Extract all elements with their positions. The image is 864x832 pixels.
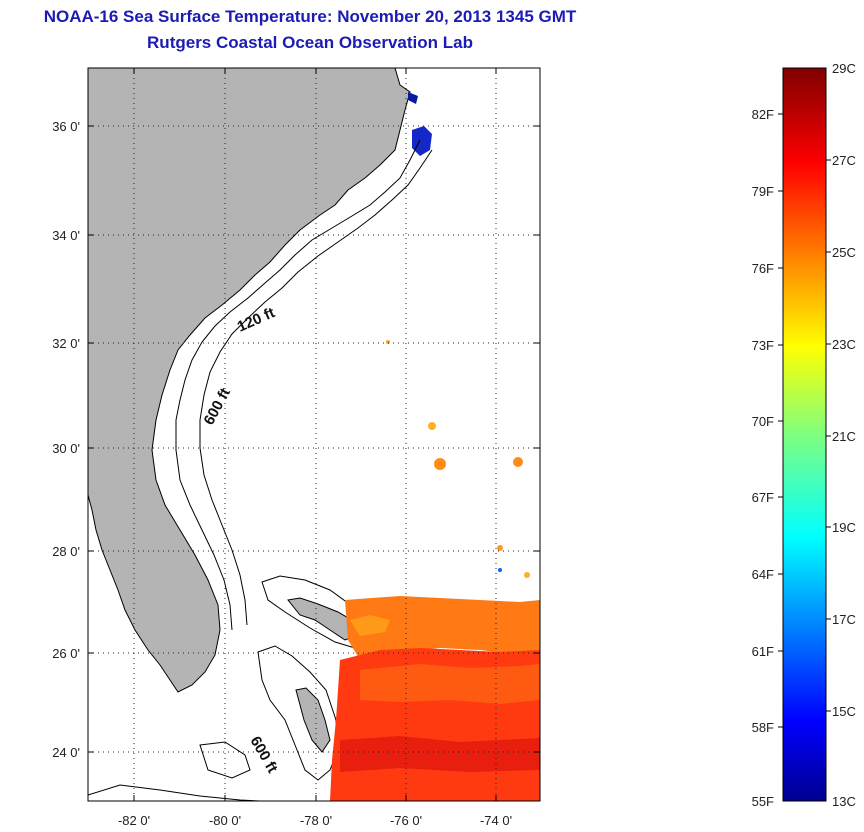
cbar-c-27: 27C xyxy=(832,153,856,168)
lat-lon-grid xyxy=(88,68,540,801)
cbar-c-17: 17C xyxy=(832,612,856,627)
cbar-f-70: 70F xyxy=(752,414,774,429)
cbar-f-76: 76F xyxy=(752,261,774,276)
outer-banks-cold-water xyxy=(408,92,418,104)
title-block: NOAA-16 Sea Surface Temperature: Novembe… xyxy=(0,4,620,56)
colorbar: 82F 79F 76F 73F 70F 67F 64F 61F 58F 55F … xyxy=(752,61,856,809)
cbar-f-82: 82F xyxy=(752,107,774,122)
cbar-f-67: 67F xyxy=(752,490,774,505)
lat-label-24: 24 0' xyxy=(52,745,80,760)
cbar-c-23: 23C xyxy=(832,337,856,352)
lat-label-34: 34 0' xyxy=(52,228,80,243)
lat-label-32: 32 0' xyxy=(52,336,80,351)
cbar-f-55: 55F xyxy=(752,794,774,809)
cbar-c-19: 19C xyxy=(832,520,856,535)
cbar-f-73: 73F xyxy=(752,338,774,353)
colorbar-gradient xyxy=(782,67,827,802)
cbar-c-25: 25C xyxy=(832,245,856,260)
map-border xyxy=(87,67,541,802)
cbar-f-58: 58F xyxy=(752,720,774,735)
map-ticks xyxy=(88,68,540,801)
sst-swath xyxy=(330,340,540,801)
cbar-f-64: 64F xyxy=(752,567,774,582)
lon-label-74: -74 0' xyxy=(480,813,512,828)
longitude-labels: -82 0' -80 0' -78 0' -76 0' -74 0' xyxy=(118,813,512,828)
map-canvas: 120 ft 600 ft 600 ft xyxy=(88,68,540,801)
pamlico-cold-water xyxy=(412,126,432,156)
map-subtitle: Rutgers Coastal Ocean Observation Lab xyxy=(147,33,473,52)
lon-label-80: -80 0' xyxy=(209,813,241,828)
cbar-f-79: 79F xyxy=(752,184,774,199)
lat-label-30: 30 0' xyxy=(52,441,80,456)
cbar-f-61: 61F xyxy=(752,644,774,659)
cbar-c-21: 21C xyxy=(832,429,856,444)
lat-label-26: 26 0' xyxy=(52,646,80,661)
latitude-labels: 36 0' 34 0' 32 0' 30 0' 28 0' 26 0' 24 0… xyxy=(52,119,80,760)
cbar-c-13: 13C xyxy=(832,794,856,809)
isobath-contours xyxy=(175,139,433,631)
map-title: NOAA-16 Sea Surface Temperature: Novembe… xyxy=(43,7,577,26)
lon-label-78: -78 0' xyxy=(300,813,332,828)
lon-label-82: -82 0' xyxy=(118,813,150,828)
cbar-c-15: 15C xyxy=(832,704,856,719)
colorbar-ticks xyxy=(778,113,831,728)
lon-label-76: -76 0' xyxy=(390,813,422,828)
cbar-c-29: 29C xyxy=(832,61,856,76)
lat-label-28: 28 0' xyxy=(52,544,80,559)
lat-label-36: 36 0' xyxy=(52,119,80,134)
landmass-us xyxy=(88,68,411,693)
